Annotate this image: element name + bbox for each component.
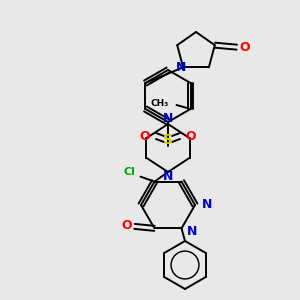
Text: N: N: [176, 61, 186, 74]
Text: N: N: [202, 199, 212, 212]
Text: N: N: [187, 225, 197, 238]
Text: O: O: [121, 219, 132, 232]
Text: O: O: [186, 130, 196, 142]
Text: O: O: [140, 130, 150, 142]
Text: Cl: Cl: [124, 167, 135, 177]
Text: N: N: [163, 170, 173, 184]
Text: O: O: [239, 41, 250, 54]
Text: N: N: [163, 112, 173, 125]
Text: S: S: [163, 133, 173, 147]
Text: CH₃: CH₃: [150, 98, 169, 107]
